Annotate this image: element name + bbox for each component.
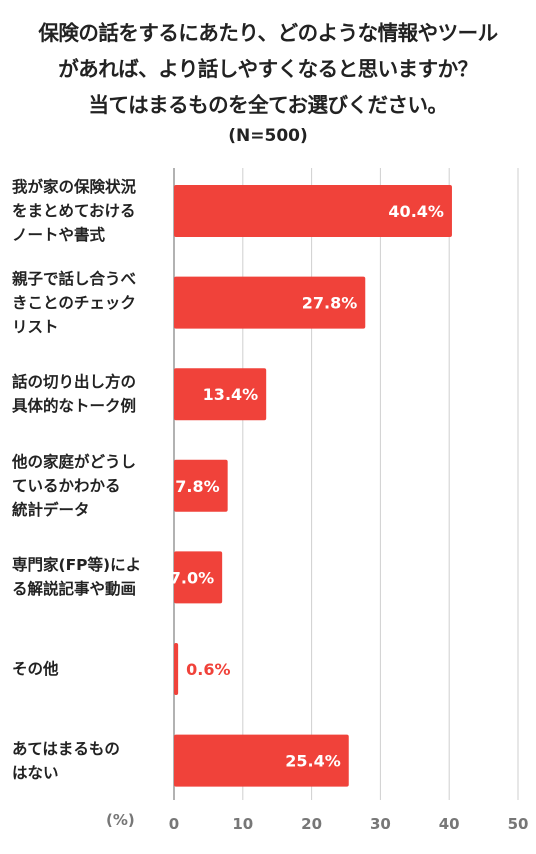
category-label: 他の家庭がどうし ているかわかる 統計データ bbox=[12, 450, 172, 522]
category-label-line: 親子で話し合うべ bbox=[12, 269, 137, 288]
category-label-line: 具体的なトーク例 bbox=[12, 397, 137, 416]
bar-value-label: 7.0% bbox=[170, 568, 214, 587]
category-label-line: 我が家の保険状況 bbox=[12, 178, 137, 196]
bar-1 bbox=[174, 185, 452, 237]
bar-value-label: 13.4% bbox=[203, 385, 259, 404]
bar-value-label: 7.8% bbox=[175, 477, 219, 496]
x-tick-label: 10 bbox=[232, 815, 253, 833]
bar-4 bbox=[174, 459, 228, 512]
category-label-line: 話の切り出し方の bbox=[12, 373, 137, 392]
category-label-line: 専門家(FP等)によ bbox=[12, 556, 142, 575]
category-label: あてはまるもの はない bbox=[12, 737, 172, 785]
bar-value-label: 27.8% bbox=[302, 294, 358, 313]
category-label-line: をまとめておける bbox=[12, 202, 136, 220]
category-label-line: あてはまるもの bbox=[12, 739, 120, 758]
x-tick-label: 40 bbox=[439, 815, 460, 833]
x-tick-label: 30 bbox=[370, 815, 391, 833]
category-label-line: 統計データ bbox=[12, 500, 90, 519]
category-label-line: る解説記事や動画 bbox=[12, 580, 137, 599]
x-tick-label: 0 bbox=[169, 815, 179, 833]
category-label: 話の切り出し方の 具体的なトーク例 bbox=[12, 370, 172, 418]
chart-title-line-1: 保険の話をするにあたり、どのような情報やツール bbox=[38, 21, 498, 45]
x-tick-label: 50 bbox=[508, 815, 529, 833]
category-label-line: その他 bbox=[12, 660, 59, 678]
bar-7 bbox=[174, 734, 349, 787]
bar-value-label: 0.6% bbox=[186, 660, 230, 679]
category-label: 親子で話し合うべ きことのチェック リスト bbox=[12, 267, 172, 339]
bar-2 bbox=[174, 276, 366, 329]
bar-value-label: 40.4% bbox=[388, 202, 444, 221]
axis-unit-label: (%) bbox=[106, 811, 135, 829]
x-tick-label: 20 bbox=[301, 815, 322, 833]
category-label-line: きことのチェック bbox=[12, 293, 136, 312]
category-label: 我が家の保険状況 をまとめておける ノートや書式 bbox=[12, 175, 172, 247]
category-label-line: ノートや書式 bbox=[12, 226, 106, 244]
category-label: 専門家(FP等)によ る解説記事や動画 bbox=[12, 553, 172, 601]
category-label-line: リスト bbox=[12, 317, 59, 336]
bar-value-label: 25.4% bbox=[285, 752, 341, 771]
chart-title-line-3: 当てはまるものを全てお選びください。 bbox=[88, 93, 448, 117]
sample-size: (N=500) bbox=[228, 126, 308, 146]
category-label: その他 bbox=[12, 657, 172, 681]
chart-title-line-2: があれば、より話しやすくなると思いますか？ bbox=[58, 57, 478, 81]
bar-6 bbox=[174, 643, 179, 695]
bar-5 bbox=[174, 551, 223, 604]
category-label-line: ているかわかる bbox=[12, 476, 121, 495]
bar-3 bbox=[174, 368, 267, 421]
category-label-line: はない bbox=[12, 763, 59, 782]
category-label-line: 他の家庭がどうし bbox=[12, 452, 137, 471]
